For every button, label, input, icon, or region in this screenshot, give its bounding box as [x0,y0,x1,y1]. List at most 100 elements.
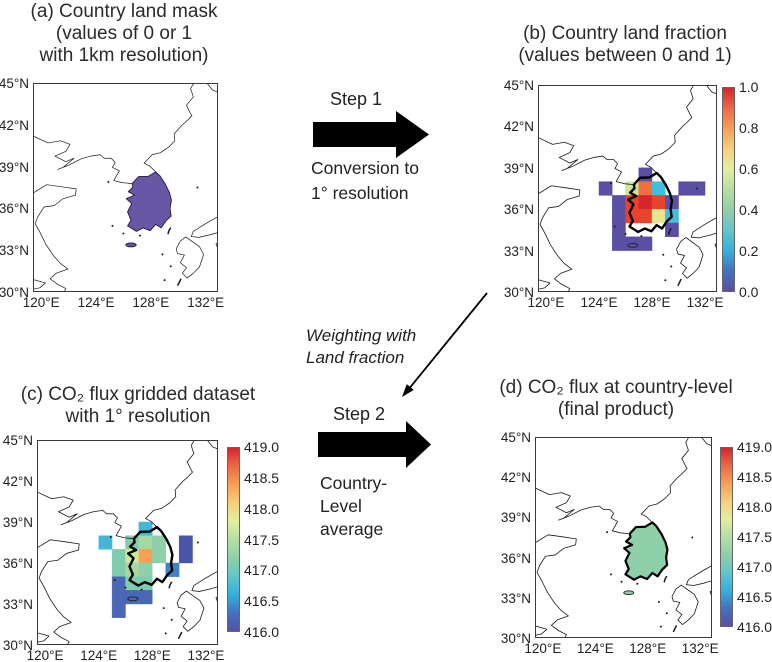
panel-d-ytick-4: 33°N [500,590,531,606]
panel-d-frame [535,437,712,638]
panel-b-ytick-5: 30°N [503,285,534,300]
island-dot [665,612,668,615]
small-island [672,624,678,633]
panel-c-ytick-4: 33°N [2,597,33,612]
coastline [538,137,634,186]
coastline [215,591,218,602]
panel-c-cell-127-37 [138,535,153,550]
island-dot [624,233,627,236]
panel-c-colorbar-tick-2: 418.0 [244,500,280,517]
panel-a-ytick-3: 36°N [0,201,29,217]
small-island [177,631,183,640]
coastline [37,491,134,540]
coastline [175,236,204,279]
coastline [676,237,704,279]
island-dot [657,600,660,603]
island-dot [670,265,673,268]
panel-d-colorbar-tick-3: 417.5 [737,529,772,545]
island-dot [138,234,141,237]
panel-c-cell-125-36 [111,549,126,564]
small-island [176,278,182,287]
panel-b-colorbar-tick-2: 0.6 [739,161,759,177]
panel-d-xtick-0: 120°E [524,641,562,656]
panel-c-cell-127-36 [138,549,153,564]
coastline [37,539,80,645]
panel-b-cell-127-35 [638,208,653,224]
panel-c-xtick-2: 128°E [133,648,171,662]
panel-b-map [538,85,717,292]
small-island [663,575,668,583]
panel-b-cell-131-37 [691,181,706,196]
coastline [686,565,712,586]
panel-a-ytick-1: 42°N [0,117,29,133]
island-dot [111,224,114,227]
panel-d-colorbar-tick-6: 416.0 [737,619,772,635]
panel-d-colorbar-tick-2: 418.0 [737,499,772,515]
coastline [671,584,699,626]
panel-b-cell-125-36 [612,195,626,210]
island-dot [664,279,667,282]
panel-a-ytick-0: 45°N [0,76,29,91]
panel-c-colorbar-tick-6: 416.0 [244,624,280,640]
south-korea-outline [126,525,174,587]
panel-c-map [37,440,218,645]
panel-c-cell-127-38 [138,521,153,536]
coastline [145,440,195,528]
coastline [535,487,630,535]
island-dot [613,225,616,228]
coastline [37,632,50,643]
panel-c-cell-130-36 [178,549,193,564]
weighting-note-line2: Land fraction [306,348,405,367]
panel-c-colorbar [227,447,240,632]
step1-label: Step 1 [330,89,383,109]
panel-b-colorbar-tick-1: 0.8 [739,120,759,136]
coastline [535,534,577,638]
island-dot [196,541,199,544]
panel-b-cell-128-37 [651,181,666,196]
coastline [33,184,77,292]
island-dot [169,265,172,268]
step1-arrow-icon [313,111,429,158]
panel-b-colorbar [722,87,735,292]
panel-c-cell-130-37 [178,535,193,550]
panel-b-ytick-0: 45°N [503,78,534,93]
island-dot [662,253,665,256]
coastline [190,216,218,238]
coastline [176,590,205,632]
island-dot [122,232,125,235]
jeju-island [627,242,639,248]
island-dot [163,279,166,282]
coastline [33,279,46,290]
weighting-note: Weighting with Land fraction [306,325,416,369]
panel-a-title-line3: with 1km resolution) [39,45,209,66]
panel-b-cell-127-38 [638,167,653,182]
panel-b-cell-125-33 [612,236,626,251]
panel-c-ytick-5: 30°N [2,638,33,653]
panel-a-xtick-2: 128°E [132,295,170,310]
panel-c-xtick-1: 124°E [80,648,118,662]
panel-c-ytick-3: 36°N [2,556,33,571]
panel-b-xtick-3: 132°E [686,295,724,310]
panel-a-ytick-2: 39°N [0,159,29,175]
panel-b-frame [538,85,717,292]
island-dot [640,235,643,238]
panel-c-cell-128-36 [152,549,166,564]
panel-c-cell-125-33 [111,590,126,605]
panel-b-ytick-4: 33°N [503,243,534,259]
panel-b-cell-127-37 [638,181,653,196]
weighting-note-line1: Weighting with [306,326,417,345]
coastline [714,238,717,249]
panel-a-map [33,83,218,292]
step2-desc-line1: Country- [320,473,388,493]
south-korea-outline [125,171,172,232]
panel-b-cell-128-35 [651,208,666,224]
island-dot [140,588,143,591]
panel-d-title-line1: (d) CO₂ flux at country-level [499,377,733,398]
panel-c-cell-125-34 [111,576,126,591]
panel-d-title-line2: (final product) [557,399,675,420]
step2-description: Country- Level average [320,472,387,541]
panel-b-ytick-1: 42°N [503,119,534,135]
panel-b-colorbar-tick-3: 0.4 [739,202,759,218]
coastline [535,625,548,636]
